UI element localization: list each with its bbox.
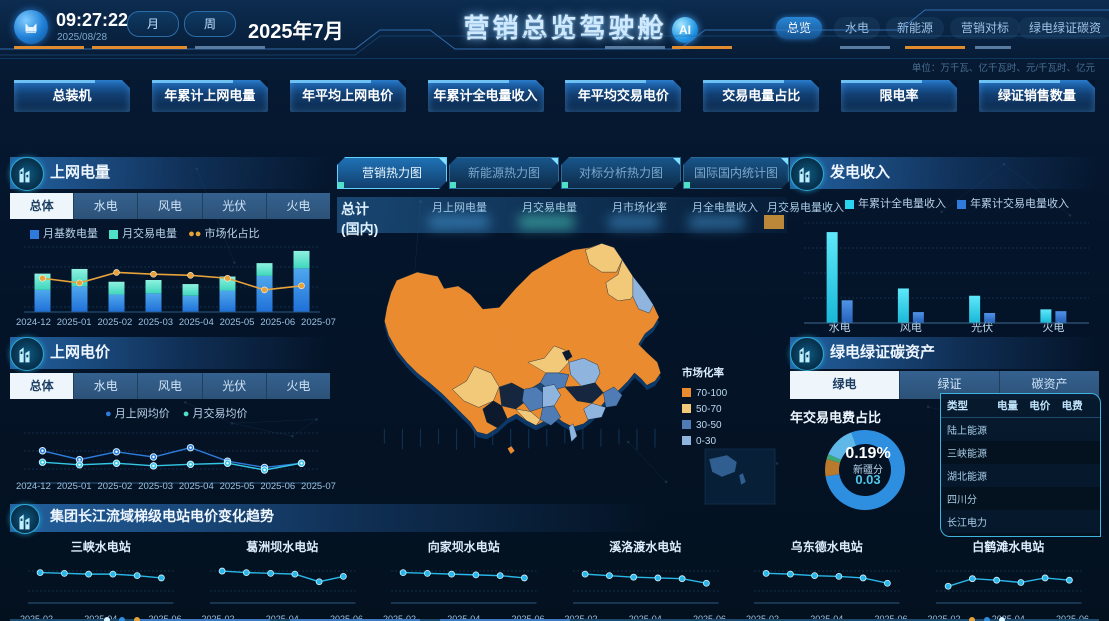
svg-text:70-100: 70-100	[696, 388, 728, 399]
svg-text:30-50: 30-50	[696, 420, 722, 431]
svg-text:市场化率: 市场化率	[682, 366, 724, 379]
svg-text:50-70: 50-70	[696, 404, 722, 415]
svg-text:光伏: 光伏	[971, 320, 993, 334]
svg-text:0-30: 0-30	[696, 436, 716, 447]
